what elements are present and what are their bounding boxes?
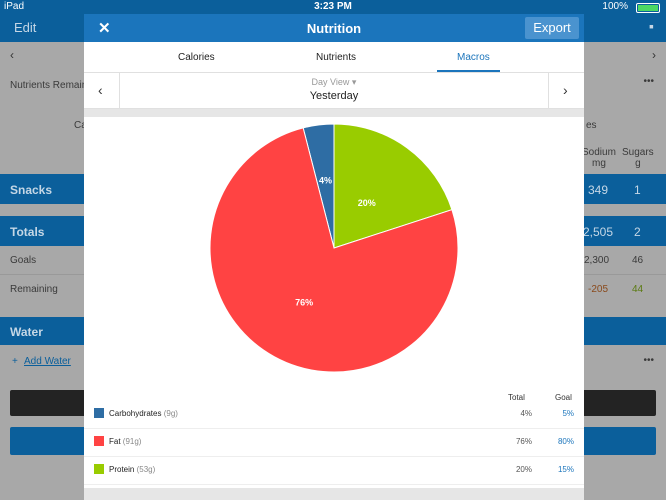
fat-grams: (91g) bbox=[122, 437, 142, 446]
pie-slice-protein bbox=[333, 123, 453, 249]
snacks-sugars: 1 bbox=[634, 183, 641, 197]
tab-nutrients[interactable]: Nutrients bbox=[316, 52, 357, 63]
legend-row-carbohydrates: Carbohydrates (9g) 4% 5% bbox=[84, 400, 584, 429]
chevron-right-icon: › bbox=[563, 82, 568, 98]
water-more-icon[interactable]: ••• bbox=[643, 355, 654, 366]
nutrients-remaining-label: Nutrients Remain bbox=[10, 80, 88, 91]
snacks-label: Snacks bbox=[10, 183, 53, 197]
legend-row-protein: Protein (53g) 20% 15% bbox=[84, 456, 584, 485]
modal-header: ✕ Nutrition Export bbox=[84, 14, 584, 42]
next-day-button[interactable]: › bbox=[548, 72, 584, 108]
protein-total: 20% bbox=[515, 465, 532, 474]
fat-label: Fat bbox=[109, 437, 121, 446]
goals-sodium: 2,300 bbox=[584, 255, 610, 266]
legend-row-fat: Fat (91g) 76% 80% bbox=[84, 428, 584, 457]
edit-button[interactable]: Edit bbox=[14, 20, 37, 35]
protein-label: Protein bbox=[109, 465, 135, 474]
goals-sugars: 46 bbox=[632, 255, 644, 266]
day-view-dropdown[interactable]: Day View ▾ bbox=[311, 77, 357, 87]
legend-total-header: Total bbox=[508, 393, 525, 402]
nutrition-modal: ✕ Nutrition Export Calories Nutrients Ma… bbox=[84, 14, 584, 500]
remaining-sodium: -205 bbox=[588, 284, 609, 295]
pie-label-fat: 76% bbox=[295, 297, 313, 307]
battery-icon bbox=[636, 3, 660, 13]
pie-label-protein: 20% bbox=[358, 198, 376, 208]
prev-day-icon[interactable]: ‹ bbox=[10, 48, 14, 62]
caret-down-icon: ▾ bbox=[351, 77, 357, 87]
goals-label: Goals bbox=[10, 255, 37, 266]
tab-bar: Calories Nutrients Macros bbox=[84, 42, 584, 73]
remaining-sugars: 44 bbox=[632, 284, 644, 295]
modal-title: Nutrition bbox=[306, 21, 362, 36]
close-icon[interactable]: ✕ bbox=[98, 20, 111, 37]
water-label: Water bbox=[10, 325, 43, 339]
protein-grams: (53g) bbox=[136, 465, 156, 474]
sodium-column-header: Sodium mg bbox=[582, 147, 616, 169]
selected-day: Yesterday bbox=[309, 90, 359, 102]
more-icon[interactable]: ••• bbox=[643, 76, 654, 87]
carbohydrates-label: Carbohydrates bbox=[109, 409, 162, 418]
add-water-link[interactable]: Add Water bbox=[24, 356, 71, 367]
totals-sugars: 2 bbox=[634, 225, 641, 239]
status-bar: iPad 3:23 PM 100% bbox=[0, 0, 666, 14]
legend-goal-header: Goal bbox=[555, 393, 572, 402]
day-selector: ‹ Day View ▾ Yesterday › bbox=[84, 72, 584, 109]
partial-label-left: Ca bbox=[74, 120, 87, 131]
fat-swatch bbox=[94, 436, 104, 446]
active-tab-indicator bbox=[437, 70, 500, 72]
sugars-column-header: Sugars g bbox=[622, 147, 654, 169]
totals-label: Totals bbox=[10, 225, 45, 239]
carbohydrates-grams: (9g) bbox=[163, 409, 178, 418]
macros-pie-chart: 4% 20% 76% bbox=[209, 123, 459, 373]
remaining-label: Remaining bbox=[10, 284, 58, 295]
snacks-sodium: 349 bbox=[588, 183, 609, 197]
chevron-left-icon: ‹ bbox=[98, 82, 103, 98]
fat-total: 76% bbox=[515, 437, 532, 446]
carbohydrates-swatch bbox=[94, 408, 104, 418]
tab-macros[interactable]: Macros bbox=[457, 52, 490, 63]
carbohydrates-goal: 5% bbox=[562, 409, 574, 418]
carbohydrates-total: 4% bbox=[520, 409, 532, 418]
protein-goal: 15% bbox=[557, 465, 574, 474]
status-time: 3:23 PM bbox=[314, 1, 352, 12]
totals-sodium: 2,505 bbox=[583, 225, 614, 239]
battery-percent: 100% bbox=[602, 1, 628, 12]
protein-swatch bbox=[94, 464, 104, 474]
pie-label-carbohydrates: 4% bbox=[319, 175, 332, 185]
fat-goal: 80% bbox=[557, 437, 574, 446]
partial-label-right: es bbox=[586, 120, 597, 131]
save-icon[interactable]: ▪ bbox=[649, 18, 654, 34]
device-label: iPad bbox=[4, 1, 25, 12]
prev-day-button[interactable]: ‹ bbox=[84, 72, 120, 108]
pie-slice-fat bbox=[209, 127, 459, 373]
next-day-icon[interactable]: › bbox=[652, 48, 656, 62]
export-button[interactable]: Export bbox=[525, 17, 579, 39]
tab-calories[interactable]: Calories bbox=[178, 52, 215, 63]
add-water-plus-icon[interactable]: + bbox=[12, 356, 18, 367]
